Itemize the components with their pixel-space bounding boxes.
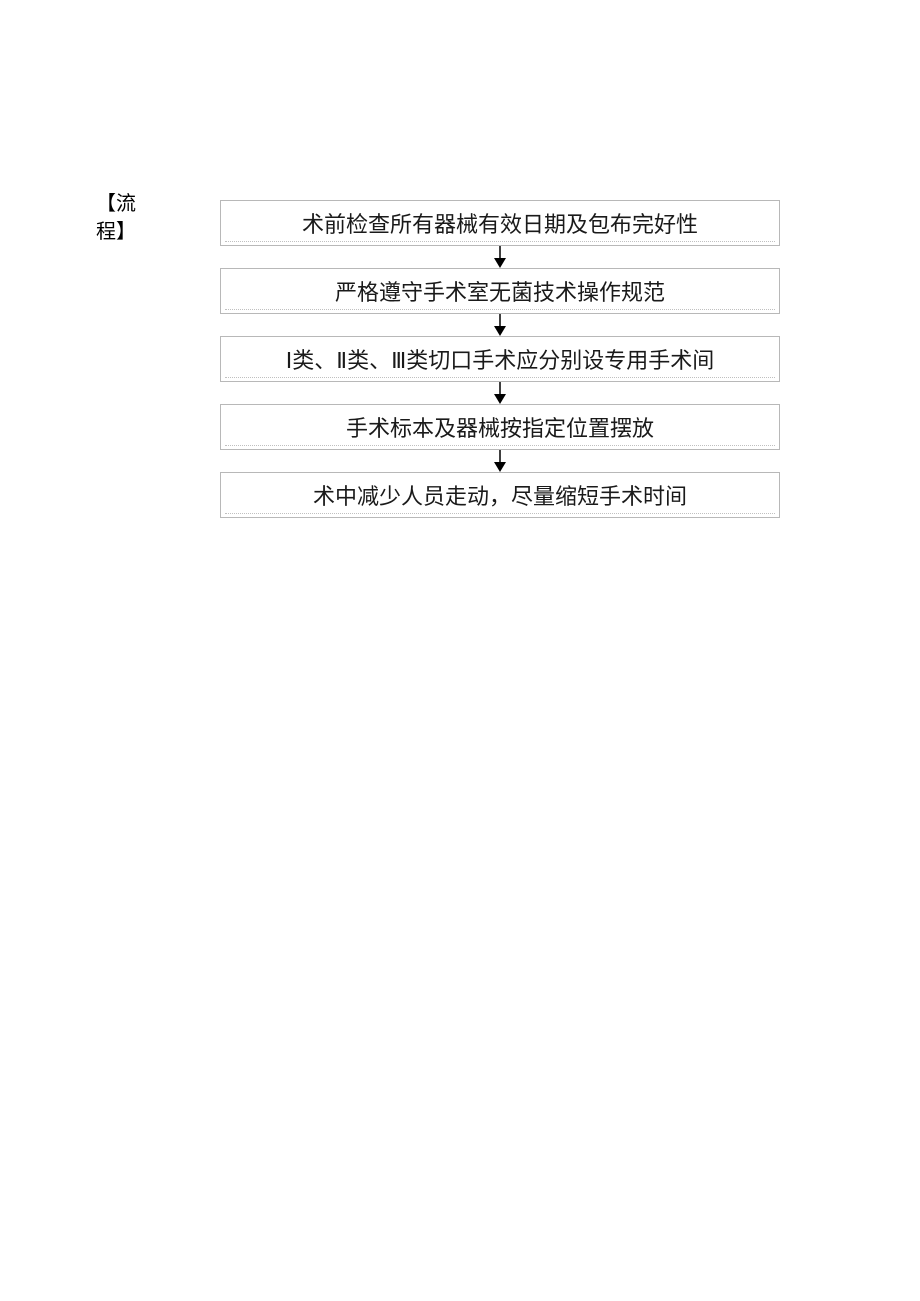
flow-arrow xyxy=(220,246,780,268)
flow-arrow xyxy=(220,382,780,404)
flow-node-underline xyxy=(225,513,775,514)
flow-node-underline xyxy=(225,377,775,378)
flow-node: 术中减少人员走动，尽量缩短手术时间 xyxy=(220,472,780,518)
label-line-1: 【流 xyxy=(96,190,136,218)
flow-node-text: 严格遵守手术室无菌技术操作规范 xyxy=(335,275,665,307)
flow-node-underline xyxy=(225,309,775,310)
flow-node: Ⅰ类、Ⅱ类、Ⅲ类切口手术应分别设专用手术间 xyxy=(220,336,780,382)
flow-node: 严格遵守手术室无菌技术操作规范 xyxy=(220,268,780,314)
flow-node-underline xyxy=(225,445,775,446)
label-line-2: 程】 xyxy=(96,218,136,246)
flow-arrow xyxy=(220,314,780,336)
flow-node: 手术标本及器械按指定位置摆放 xyxy=(220,404,780,450)
flow-arrow xyxy=(220,450,780,472)
flow-node-text: 术中减少人员走动，尽量缩短手术时间 xyxy=(313,479,687,511)
flow-node: 术前检查所有器械有效日期及包布完好性 xyxy=(220,200,780,246)
flow-node-underline xyxy=(225,241,775,242)
flow-node-text: 手术标本及器械按指定位置摆放 xyxy=(346,411,654,443)
flow-node-text: 术前检查所有器械有效日期及包布完好性 xyxy=(302,207,698,239)
flowchart: 术前检查所有器械有效日期及包布完好性严格遵守手术室无菌技术操作规范 Ⅰ类、Ⅱ类、Ⅲ… xyxy=(220,200,780,518)
flow-node-text: Ⅰ类、Ⅱ类、Ⅲ类切口手术应分别设专用手术间 xyxy=(286,343,715,375)
section-label: 【流 程】 xyxy=(96,190,136,246)
